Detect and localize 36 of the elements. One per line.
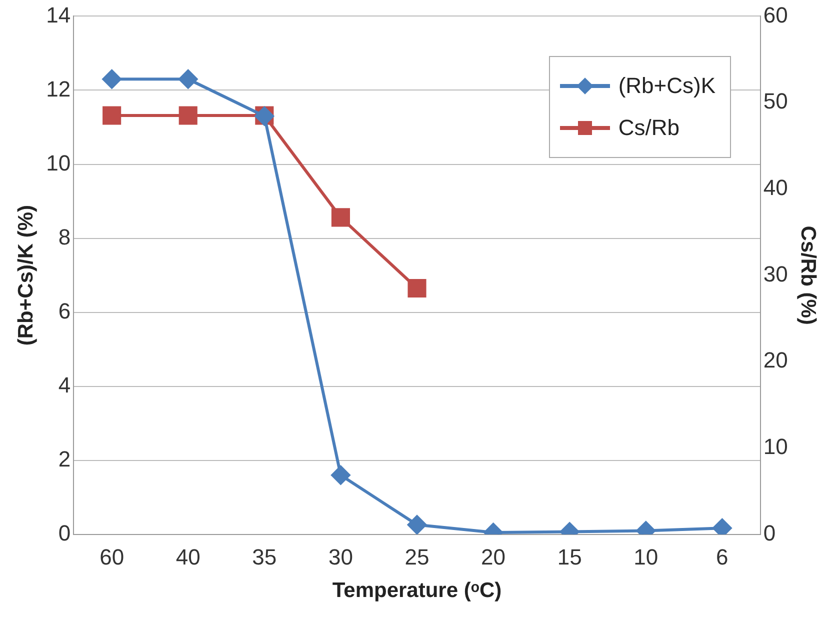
legend-label: Cs/Rb (618, 115, 680, 142)
point (178, 106, 198, 125)
y-tick-label: 8 (58, 224, 71, 250)
y-tick-label: 14 (46, 2, 71, 28)
x-axis-title: Temperature (ᵒC) (332, 579, 502, 602)
x-tick-label: 10 (634, 544, 658, 570)
legend-label: (Rb+Cs)K (618, 73, 716, 100)
x-tick-label: 60 (100, 544, 124, 570)
y2-tick-label: 20 (763, 348, 788, 373)
y2-tick-label: 30 (763, 261, 788, 286)
x-tick-label: 6 (716, 544, 728, 570)
y2-tick-label: 40 (763, 174, 788, 200)
point (178, 70, 198, 89)
point (102, 106, 122, 125)
point (331, 208, 350, 227)
y2-tick-label: 50 (763, 88, 788, 114)
x-tick-label: 35 (252, 544, 277, 570)
y2-tick-label: 60 (763, 2, 788, 28)
y-tick-label: 12 (46, 76, 71, 102)
y2-axis-title: Cs/Rb (%) (796, 226, 820, 325)
x-tick-label: 40 (176, 544, 200, 570)
x-tick-label: 20 (481, 544, 506, 570)
y-tick-label: 0 (58, 520, 71, 546)
point (102, 70, 122, 89)
x-tick-label: 15 (557, 544, 582, 570)
y-tick-label: 4 (58, 372, 71, 398)
point (408, 278, 426, 298)
y-tick-label: 6 (58, 298, 71, 324)
y-tick-label: 10 (46, 150, 71, 176)
y-axis-title: (Rb+Cs)/K (%) (14, 205, 38, 346)
x-tick-label: 25 (404, 544, 430, 570)
point (712, 518, 732, 534)
y2-tick-label: 10 (763, 434, 788, 460)
x-tick-label: 30 (328, 544, 353, 570)
y2-tick-label: 0 (763, 520, 776, 546)
y-tick-label: 2 (58, 446, 71, 472)
